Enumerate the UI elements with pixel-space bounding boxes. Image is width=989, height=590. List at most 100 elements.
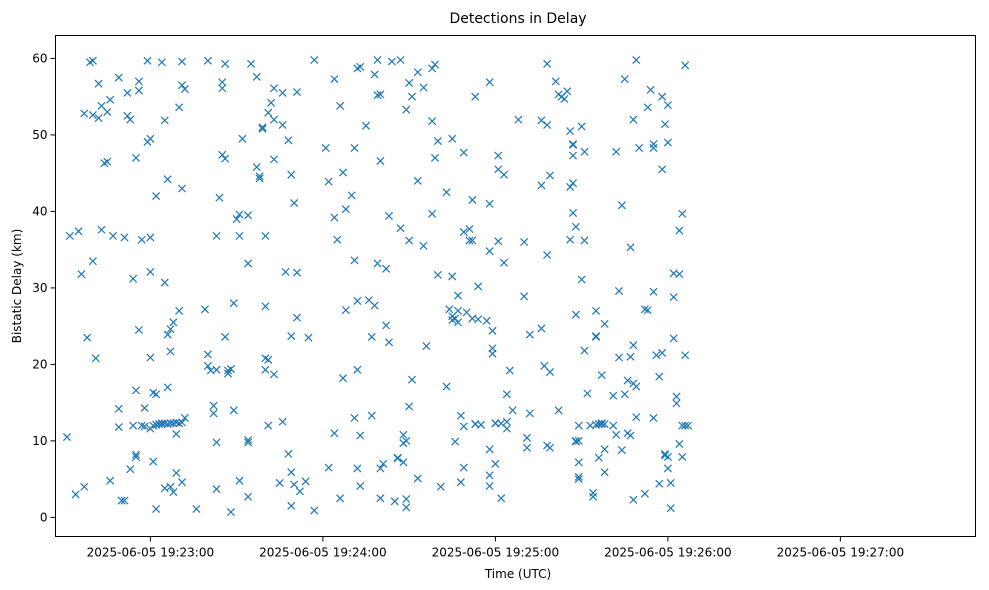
data-point <box>655 372 664 381</box>
data-point <box>65 231 74 240</box>
data-point <box>646 85 655 94</box>
x-tick-label: 2025-06-05 19:23:00 <box>87 546 214 560</box>
data-point <box>218 78 227 87</box>
data-point <box>566 235 575 244</box>
data-point <box>324 177 333 186</box>
data-point <box>152 192 161 201</box>
data-point <box>681 351 690 360</box>
data-point <box>390 497 399 506</box>
data-point <box>419 83 428 92</box>
data-point <box>485 471 494 480</box>
data-point <box>275 478 284 487</box>
data-point <box>226 364 235 374</box>
data-point <box>341 205 350 214</box>
data-point <box>255 172 264 181</box>
data-point <box>632 382 641 391</box>
data-point <box>152 504 161 513</box>
data-point <box>413 176 422 185</box>
data-point <box>166 347 175 356</box>
data-point <box>612 430 621 439</box>
data-point <box>108 231 118 240</box>
data-point <box>114 423 123 432</box>
data-point <box>129 421 138 430</box>
data-point <box>499 170 509 179</box>
data-point <box>433 270 442 279</box>
data-point <box>407 92 417 101</box>
data-point <box>356 431 365 440</box>
data-point <box>295 487 304 496</box>
data-point <box>114 73 123 82</box>
data-point <box>74 227 83 236</box>
data-point <box>137 421 146 430</box>
data-point <box>678 421 687 430</box>
data-point <box>129 274 138 283</box>
data-point <box>80 109 89 118</box>
data-point <box>445 305 454 314</box>
data-point <box>244 436 253 445</box>
data-point <box>580 147 589 156</box>
data-point <box>430 60 440 69</box>
data-point <box>373 55 382 65</box>
data-point <box>632 55 641 65</box>
data-point <box>453 318 463 327</box>
data-point <box>258 124 267 133</box>
data-point <box>456 411 465 420</box>
data-point <box>678 209 687 218</box>
data-point <box>448 134 457 143</box>
y-tick-label: 50 <box>32 128 47 142</box>
data-point <box>347 191 356 200</box>
data-point <box>281 267 290 276</box>
data-point <box>269 370 279 379</box>
data-point <box>543 120 552 130</box>
data-point <box>287 332 296 341</box>
data-point <box>97 225 106 234</box>
data-point <box>284 136 293 145</box>
data-point <box>373 91 382 100</box>
data-point <box>614 286 624 295</box>
data-point <box>609 391 618 400</box>
x-tick-label: 2025-06-05 19:25:00 <box>432 546 559 560</box>
data-point <box>629 115 638 124</box>
data-point <box>543 250 552 260</box>
data-point <box>200 305 210 314</box>
data-point <box>600 420 609 429</box>
data-point <box>566 127 575 136</box>
data-point <box>428 117 437 126</box>
data-point <box>221 154 230 163</box>
data-point <box>551 77 560 86</box>
data-point <box>370 70 379 79</box>
data-point <box>675 439 684 448</box>
data-point <box>177 57 187 66</box>
data-point <box>522 443 532 452</box>
data-point <box>600 319 609 328</box>
data-point <box>235 231 244 240</box>
data-point <box>589 488 598 497</box>
data-point <box>192 504 201 513</box>
data-point <box>175 306 184 315</box>
plot-area-frame <box>55 35 976 537</box>
y-tick-label: 30 <box>32 281 47 295</box>
data-point <box>428 209 437 218</box>
data-point <box>163 383 172 392</box>
data-point <box>663 464 672 473</box>
data-point <box>103 157 112 166</box>
data-point <box>433 137 442 146</box>
data-point <box>367 411 376 420</box>
data-point <box>244 211 253 220</box>
data-point <box>324 463 333 472</box>
data-point <box>384 211 394 221</box>
data-point <box>681 61 690 70</box>
data-point <box>134 86 143 95</box>
data-point <box>278 88 287 97</box>
data-point <box>402 503 411 512</box>
data-point <box>292 313 302 322</box>
data-point <box>428 64 437 73</box>
data-point <box>583 389 592 398</box>
data-point <box>146 134 155 143</box>
data-point <box>485 247 494 256</box>
data-point <box>134 325 143 335</box>
data-point <box>402 105 411 114</box>
data-point <box>169 488 178 497</box>
data-point <box>393 453 402 462</box>
